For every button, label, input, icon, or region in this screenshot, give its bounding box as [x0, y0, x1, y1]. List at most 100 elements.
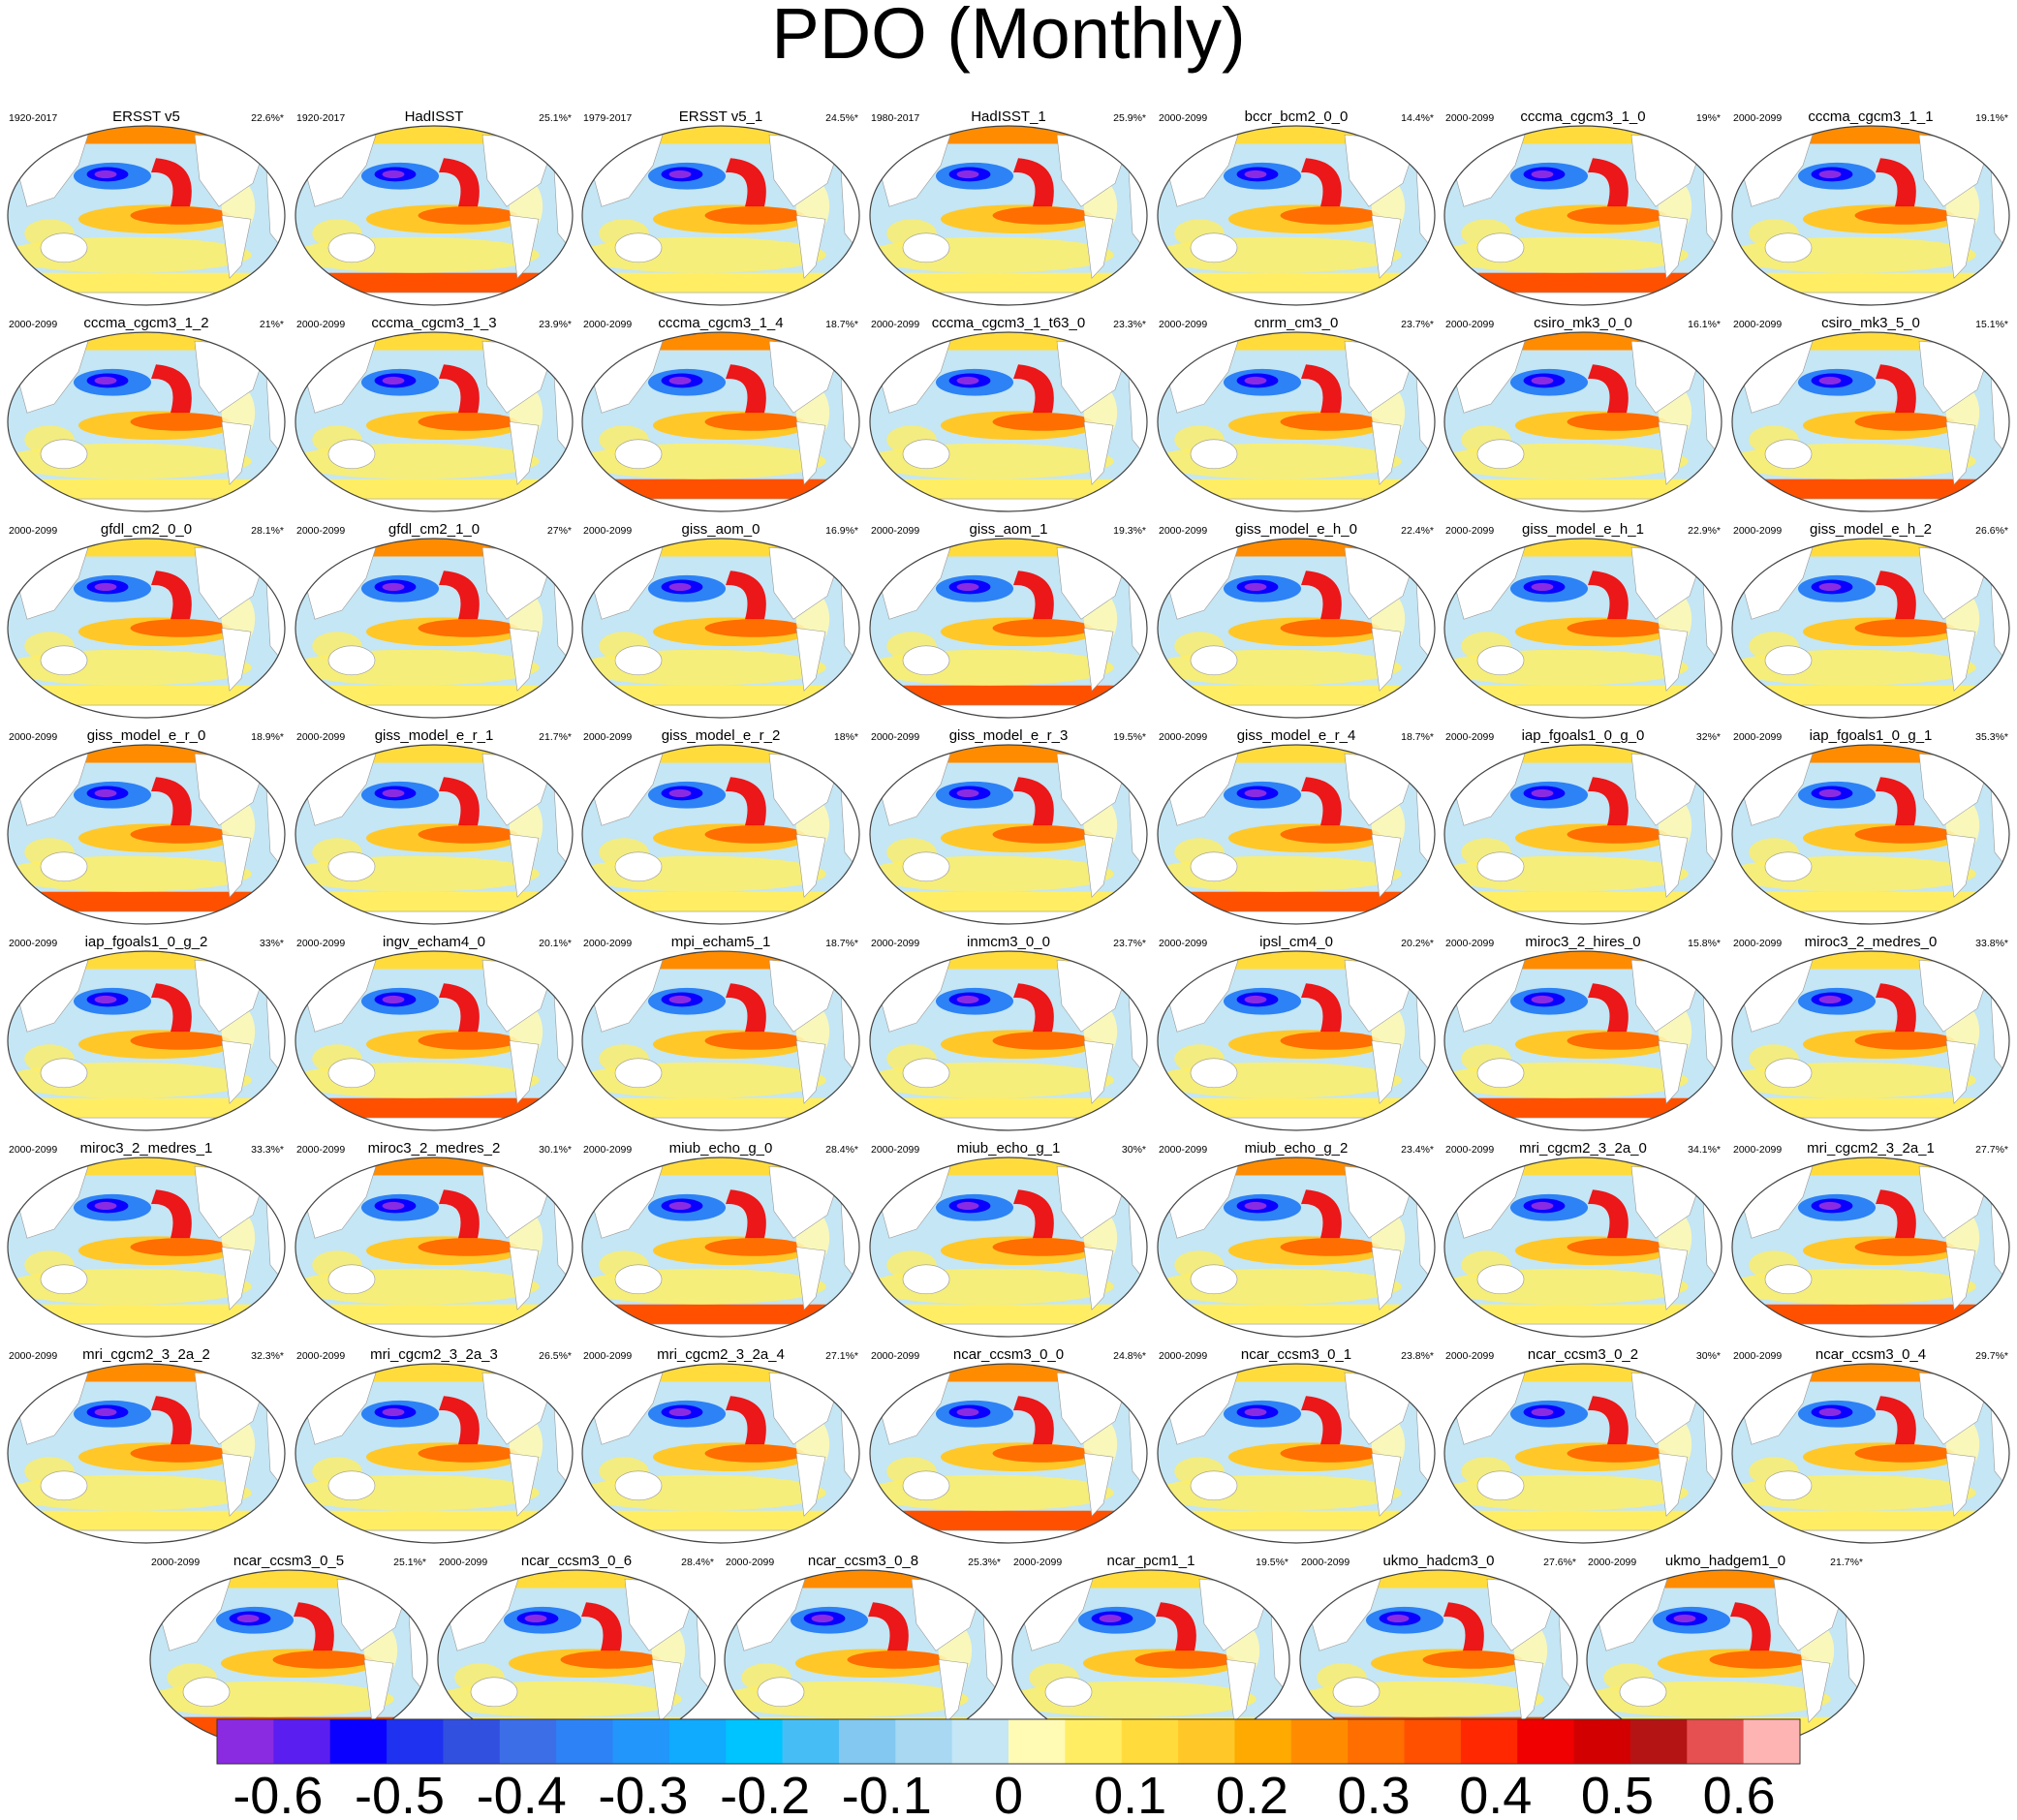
sst-field — [870, 745, 1147, 924]
panel-percent: 26.6%* — [1975, 525, 2008, 537]
panel-period: 2000-2099 — [1733, 112, 1782, 124]
panel-period: 2000-2099 — [1445, 112, 1494, 124]
panel-period: 1920-2017 — [296, 112, 345, 124]
panel-percent: 23.8%* — [1401, 1350, 1434, 1362]
map-panel: miub_echo_g_0 2000-2099 28.4%* — [581, 1140, 860, 1338]
map-panel: miroc3_2_medres_2 2000-2099 30.1%* — [295, 1140, 574, 1338]
panel-percent: 18.7%* — [825, 319, 858, 330]
panel-percent: 27.1%* — [825, 1350, 858, 1362]
panel-percent: 21.7%* — [1830, 1557, 1863, 1568]
colorbar-box — [329, 1719, 388, 1764]
panel-percent: 20.2%* — [1401, 938, 1434, 949]
map-panel: cccma_cgcm3_1_0 2000-2099 19%* — [1443, 108, 1722, 306]
colorbar-box — [1687, 1719, 1745, 1764]
colorbar-tick-label: -0.3 — [598, 1767, 688, 1820]
panel-percent: 26.5%* — [539, 1350, 572, 1362]
panel-title: csiro_mk3_5_0 — [1821, 315, 1920, 331]
sst-field — [1444, 539, 1722, 718]
panel-title: ncar_ccsm3_0_2 — [1528, 1346, 1638, 1363]
map-panel: iap_fgoals1_0_g_0 2000-2099 32%* — [1443, 727, 1722, 925]
map-panel: mri_cgcm2_3_2a_0 2000-2099 34.1%* — [1443, 1140, 1722, 1338]
panel-title: giss_model_e_h_0 — [1235, 521, 1357, 538]
panel-period: 2000-2099 — [439, 1557, 487, 1568]
sst-field — [1444, 126, 1722, 305]
panel-percent: 23.4%* — [1401, 1144, 1434, 1156]
panel-period: 2000-2099 — [583, 1144, 632, 1156]
map-panel: giss_model_e_r_4 2000-2099 18.7%* — [1157, 727, 1436, 925]
panel-percent: 19%* — [1696, 112, 1721, 124]
sst-field — [295, 1364, 573, 1543]
panel-percent: 21.7%* — [539, 731, 572, 743]
map-panel: miub_echo_g_1 2000-2099 30%* — [869, 1140, 1148, 1338]
panel-title: ncar_ccsm3_0_8 — [808, 1553, 918, 1569]
colorbar-box — [1629, 1719, 1688, 1764]
panel-percent: 27.6%* — [1543, 1557, 1576, 1568]
panel-percent: 22.4%* — [1401, 525, 1434, 537]
map-panel: miroc3_2_medres_1 2000-2099 33.3%* — [7, 1140, 286, 1338]
panel-title: mpi_echam5_1 — [671, 934, 771, 950]
colorbar-box — [499, 1719, 557, 1764]
colorbar-box — [1743, 1719, 1801, 1764]
colorbar-tick-label: -0.5 — [355, 1767, 445, 1820]
panel-percent: 25.1%* — [393, 1557, 426, 1568]
panel-title: ncar_ccsm3_0_4 — [1815, 1346, 1926, 1363]
panel-period: 2000-2099 — [151, 1557, 200, 1568]
colorbar-tick-label: 0.3 — [1338, 1767, 1411, 1820]
colorbar-box — [951, 1719, 1009, 1764]
panel-period: 2000-2099 — [583, 938, 632, 949]
panel-title: giss_model_e_r_4 — [1237, 727, 1356, 744]
panel-percent: 33.3%* — [251, 1144, 284, 1156]
colorbar-box — [1460, 1719, 1518, 1764]
panel-period: 2000-2099 — [871, 319, 919, 330]
panel-percent: 15.8%* — [1688, 938, 1721, 949]
panel-period: 2000-2099 — [9, 1350, 57, 1362]
panel-title: giss_model_e_r_3 — [949, 727, 1069, 744]
panel-period: 2000-2099 — [1588, 1557, 1636, 1568]
colorbar-box — [612, 1719, 670, 1764]
colorbar-box — [782, 1719, 840, 1764]
map-panel: ncar_ccsm3_0_4 2000-2099 29.7%* — [1731, 1346, 2010, 1544]
panel-title: giss_model_e_r_1 — [375, 727, 494, 744]
panel-percent: 34.1%* — [1688, 1144, 1721, 1156]
colorbar-box — [1065, 1719, 1123, 1764]
colorbar-tick-label: 0.4 — [1459, 1767, 1532, 1820]
sst-field — [582, 951, 859, 1130]
panel-title: ERSST v5_1 — [679, 108, 762, 125]
colorbar-box — [387, 1719, 444, 1764]
panel-period: 2000-2099 — [583, 319, 632, 330]
map-panel: mri_cgcm2_3_2a_3 2000-2099 26.5%* — [295, 1346, 574, 1544]
map-panel: ingv_echam4_0 2000-2099 20.1%* — [295, 934, 574, 1131]
map-panel: cnrm_cm3_0 2000-2099 23.7%* — [1157, 315, 1436, 512]
sst-field — [150, 1570, 427, 1749]
panel-title: cccma_cgcm3_1_0 — [1520, 108, 1645, 125]
sst-field — [8, 745, 285, 924]
panel-percent: 22.9%* — [1688, 525, 1721, 537]
panel-period: 2000-2099 — [1013, 1557, 1062, 1568]
panel-title: giss_aom_1 — [970, 521, 1048, 538]
map-panel: bccr_bcm2_0_0 2000-2099 14.4%* — [1157, 108, 1436, 306]
panel-period: 2000-2099 — [1159, 525, 1207, 537]
panel-period: 2000-2099 — [871, 938, 919, 949]
map-panel: ERSST v5 1920-2017 22.6%* — [7, 108, 286, 306]
panel-percent: 29.7%* — [1975, 1350, 2008, 1362]
panel-percent: 22.6%* — [251, 112, 284, 124]
sst-field — [1732, 1157, 2009, 1337]
panel-title: miub_echo_g_0 — [669, 1140, 773, 1157]
panel-period: 2000-2099 — [9, 731, 57, 743]
panel-title: mri_cgcm2_3_2a_0 — [1519, 1140, 1647, 1157]
colorbar-box — [668, 1719, 727, 1764]
panel-percent: 25.3%* — [968, 1557, 1001, 1568]
colorbar-box — [1517, 1719, 1575, 1764]
panel-title: giss_model_e_h_2 — [1810, 521, 1932, 538]
sst-field — [870, 1364, 1147, 1543]
colorbar-box — [1121, 1719, 1179, 1764]
panel-percent: 21%* — [260, 319, 284, 330]
sst-field — [295, 1157, 573, 1337]
map-panel: mri_cgcm2_3_2a_4 2000-2099 27.1%* — [581, 1346, 860, 1544]
panel-percent: 18.7%* — [1401, 731, 1434, 743]
sst-field — [582, 1157, 859, 1337]
map-panel: gfdl_cm2_0_0 2000-2099 28.1%* — [7, 521, 286, 719]
panel-title: ukmo_hadgem1_0 — [1665, 1553, 1785, 1569]
sst-field — [582, 126, 859, 305]
